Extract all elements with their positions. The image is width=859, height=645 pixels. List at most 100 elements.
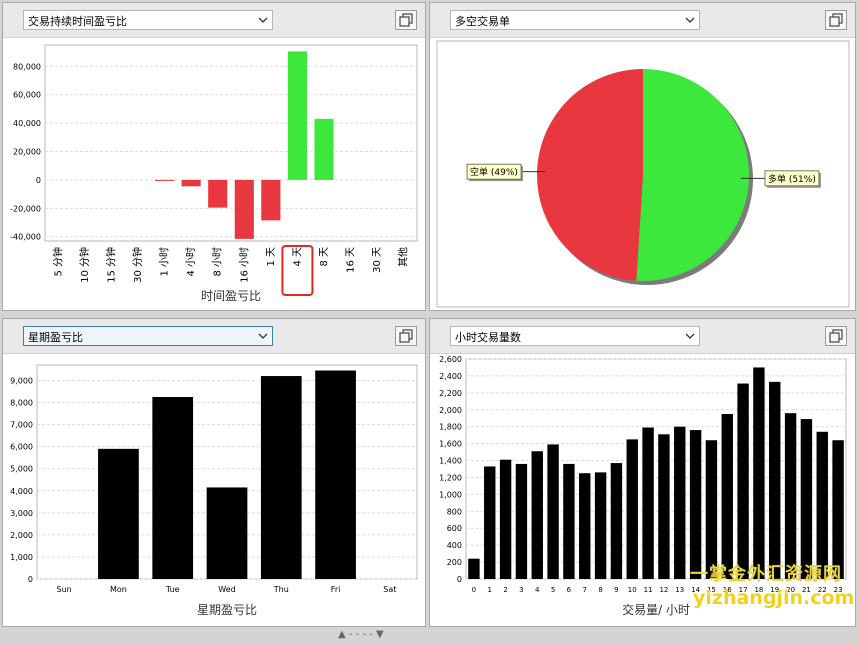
expand-button[interactable] (825, 10, 847, 30)
y-tick-label: 1,400 (439, 457, 462, 466)
y-tick-label: 1,800 (439, 423, 462, 432)
long-short-pie-chart: 多单 (51%) 空单 (49%) (436, 40, 850, 308)
x-tick-label: 15 (707, 586, 716, 594)
y-tick-label: 8,000 (10, 399, 33, 408)
bar (208, 179, 228, 208)
y-tick-label: -20,000 (10, 204, 41, 213)
splitter-handle[interactable]: ▲ - - - - ▼ (338, 629, 384, 640)
weekday-chart: 0 1,000 2,000 3,000 4,000 5,000 6,000 7,000 8,00… (10, 364, 418, 617)
watermark-url: yizhangjin.com (693, 587, 855, 609)
dropdown-label: 多空交易单 (455, 15, 510, 28)
y-tick-label: 9,000 (10, 376, 33, 385)
y-tick-label: 400 (447, 541, 462, 550)
x-tick-label: Wed (218, 585, 235, 594)
y-tick-label: 2,400 (439, 372, 462, 381)
bar (721, 414, 733, 579)
x-tick-label: 1 天 (266, 247, 277, 267)
x-tick-label: 16 天 (346, 247, 357, 273)
y-tick-label: 2,600 (439, 355, 462, 364)
bar (737, 383, 749, 579)
x-tick-label: 3 (519, 586, 523, 594)
chart-selector-dropdown[interactable]: 星期盈亏比 (23, 326, 273, 346)
bar (800, 419, 813, 579)
panel-weekday: 星期盈亏比 0 1,000 2,000 3,000 4,000 5,000 6,000 7,0… (2, 318, 426, 627)
panel-header: 星期盈亏比 (3, 319, 425, 354)
x-tick-label: 10 (628, 586, 637, 594)
x-tick-label: 30 天 (372, 247, 383, 273)
y-tick-label: 800 (447, 507, 462, 516)
plot-area (465, 358, 847, 580)
x-tick-label: Thu (273, 585, 289, 594)
x-tick-label: 6 (567, 586, 572, 594)
x-tick-label: 8 小时 (212, 247, 224, 277)
x-tick-label: 2 (503, 586, 507, 594)
x-tick-label: 19 (770, 586, 779, 594)
bar (98, 448, 139, 579)
y-tick-label: 1,600 (439, 440, 462, 449)
duration-chart: -40,000 -20,000 0 20,000 40,000 60,000 80,000 5… (10, 44, 418, 303)
panel-header: 多空交易单 (430, 3, 855, 38)
chart-selector-dropdown[interactable]: 小时交易量数 (450, 326, 700, 346)
x-tick-label: 9 (614, 586, 618, 594)
expand-button[interactable] (395, 10, 417, 30)
bar (832, 440, 844, 579)
x-tick-label: Sat (383, 585, 396, 594)
plot-area (44, 44, 418, 242)
bar (314, 118, 334, 180)
y-tick-label: 200 (447, 558, 462, 567)
y-tick-label: 600 (447, 524, 462, 533)
bar (468, 558, 480, 579)
y-tick-label: 2,200 (439, 389, 462, 398)
bar (315, 370, 356, 579)
x-tick-label: 7 (583, 586, 587, 594)
pie-label-name: 空单 (470, 166, 491, 178)
bar (152, 396, 194, 579)
pie-slice (636, 69, 749, 281)
bar (689, 430, 702, 579)
y-tick-label: 4,000 (10, 487, 33, 496)
x-tick-label: 1 (488, 586, 492, 594)
dropdown-label: 星期盈亏比 (28, 331, 83, 344)
bar (547, 444, 559, 579)
maximize-icon (829, 13, 843, 27)
bar (531, 451, 543, 579)
x-tick-label: 20 (786, 586, 795, 594)
x-tick-label: 13 (675, 586, 684, 594)
x-tick-label: 21 (802, 586, 811, 594)
y-tick-label: 1,200 (439, 473, 462, 482)
bar (206, 487, 248, 579)
pie-slice (536, 69, 643, 281)
bar (626, 439, 638, 579)
maximize-icon (399, 329, 413, 343)
chevron-down-icon (258, 333, 268, 339)
expand-button[interactable] (825, 326, 847, 346)
pie-label: 空单 (49%) (470, 166, 518, 178)
bar (816, 431, 828, 579)
chart-selector-dropdown[interactable]: 交易持续时间盈亏比 (23, 10, 273, 30)
x-axis-label: 星期盈亏比 (197, 603, 257, 617)
x-tick-label: 16 (723, 586, 732, 594)
panel-hourly: 小时交易量数 0 200 400 600 800 1,000 1,200 1,400 1,600… (429, 318, 856, 627)
bar (610, 463, 623, 579)
expand-button[interactable] (395, 326, 417, 346)
x-tick-label: Fri (331, 585, 341, 594)
y-tick-label: 6,000 (10, 443, 33, 452)
x-axis-label: 时间盈亏比 (201, 289, 261, 303)
dropdown-label: 交易持续时间盈亏比 (28, 15, 127, 28)
x-tick-label: 5 (551, 586, 555, 594)
pie-label-box (764, 170, 820, 187)
panel-long-short: 多空交易单 多单 (51%) 空单 (49%) (429, 2, 856, 311)
x-tick-label: 14 (691, 586, 700, 594)
bar (181, 179, 201, 187)
x-tick-label: 16 小时 (238, 247, 250, 283)
maximize-icon (829, 329, 843, 343)
y-tick-label: 0 (36, 176, 41, 185)
x-tick-label: 15 分钟 (104, 247, 117, 283)
x-tick-label: 其他 (397, 247, 410, 267)
bar (499, 459, 512, 579)
chart-selector-dropdown[interactable]: 多空交易单 (450, 10, 700, 30)
dropdown-label: 小时交易量数 (455, 331, 521, 344)
bar (594, 472, 607, 579)
x-tick-label: 5 分钟 (51, 247, 64, 277)
x-tick-label: 23 (834, 586, 843, 594)
